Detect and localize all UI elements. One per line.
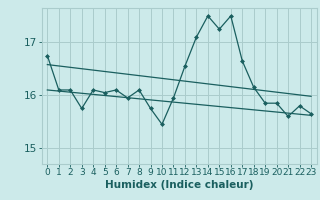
X-axis label: Humidex (Indice chaleur): Humidex (Indice chaleur) — [105, 180, 253, 190]
